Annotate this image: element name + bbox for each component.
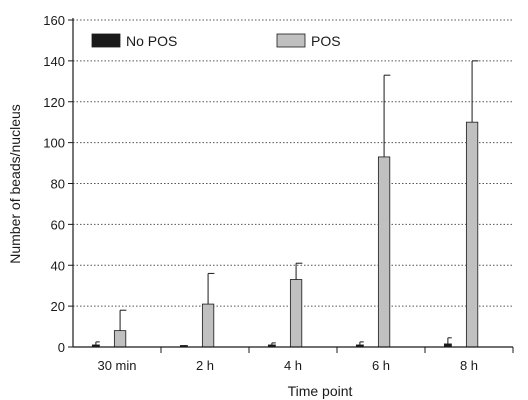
x-tick-label: 6 h bbox=[372, 358, 390, 373]
bar-pos bbox=[289, 279, 303, 348]
gridlines bbox=[73, 19, 513, 307]
y-tick-label: 0 bbox=[58, 340, 65, 355]
x-tick-labels: 30 min 2 h 4 h 6 h 8 h bbox=[97, 358, 478, 373]
x-tick-label: 8 h bbox=[460, 358, 478, 373]
legend: No POS POS bbox=[91, 33, 341, 49]
x-tick-label: 30 min bbox=[97, 358, 136, 373]
legend-label-pos: POS bbox=[311, 33, 341, 49]
bar-pos bbox=[377, 156, 391, 348]
legend-label-no-pos: No POS bbox=[126, 33, 177, 49]
x-tick-label: 4 h bbox=[284, 358, 302, 373]
x-tick-label: 2 h bbox=[196, 358, 214, 373]
x-axis-label: Time point bbox=[288, 383, 353, 399]
y-axis-label: Number of beads/nucleus bbox=[7, 104, 23, 264]
bar-pos bbox=[465, 121, 479, 348]
legend-swatch-pos bbox=[276, 33, 306, 48]
y-tick-label: 140 bbox=[43, 54, 65, 69]
y-tick-label: 120 bbox=[43, 95, 65, 110]
y-tick-label: 20 bbox=[51, 299, 65, 314]
y-tick-label: 60 bbox=[51, 217, 65, 232]
y-tick-label: 80 bbox=[51, 177, 65, 192]
bar-pos bbox=[201, 303, 215, 348]
bars bbox=[91, 60, 479, 348]
y-tick-label: 40 bbox=[51, 258, 65, 273]
axes bbox=[68, 18, 514, 353]
legend-swatch-no-pos bbox=[91, 33, 121, 48]
y-tick-label: 160 bbox=[43, 13, 65, 28]
y-tick-label: 100 bbox=[43, 136, 65, 151]
bar-pos bbox=[113, 330, 127, 348]
y-tick-labels: 0 20 40 60 80 100 120 140 160 bbox=[43, 13, 65, 355]
